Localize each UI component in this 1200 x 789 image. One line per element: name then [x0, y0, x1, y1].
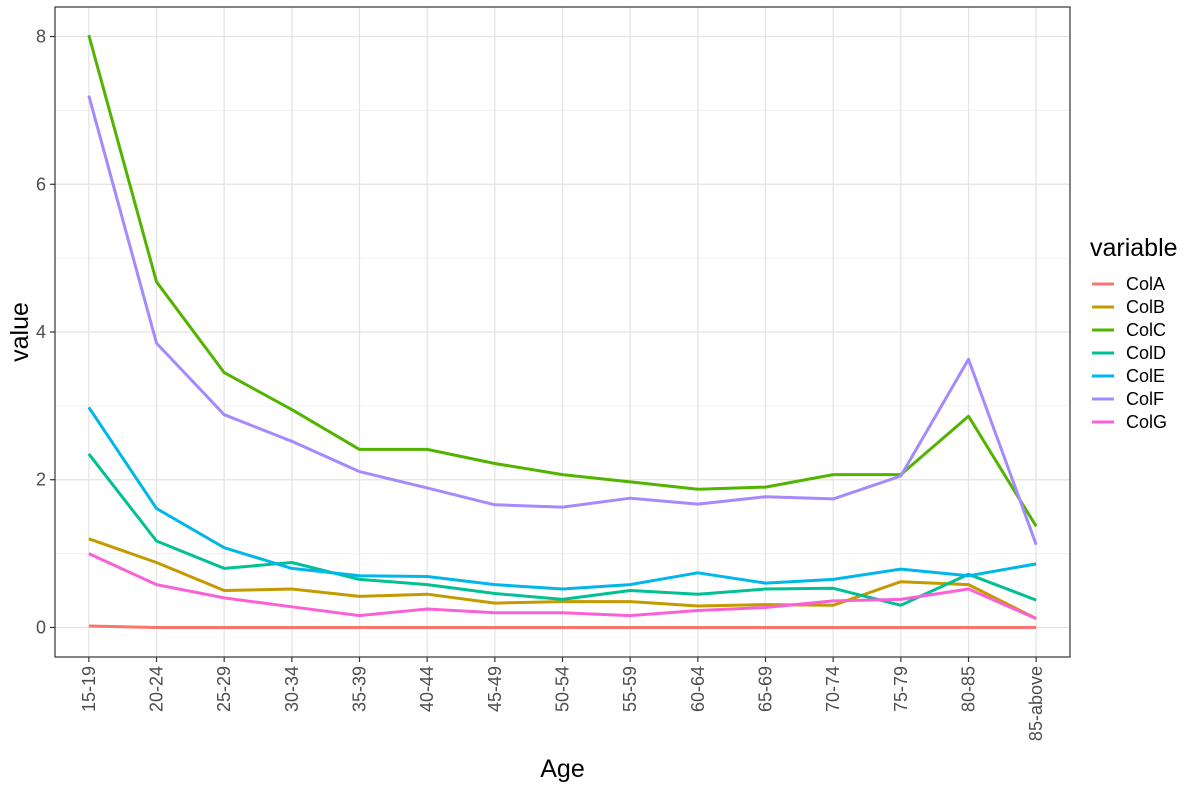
legend-label-colf: ColF — [1126, 389, 1164, 409]
legend-title: variable — [1090, 234, 1178, 262]
series-line-cola — [88, 624, 1037, 629]
legend-label-colc: ColC — [1126, 320, 1166, 340]
legend-label-cole: ColE — [1126, 366, 1165, 386]
x-tick-label: 20-24 — [147, 666, 167, 712]
x-tick-label: 85-above — [1026, 666, 1046, 741]
x-tick-label: 35-39 — [350, 666, 370, 712]
legend-label-colb: ColB — [1126, 297, 1165, 317]
x-tick-label: 80-85 — [959, 666, 979, 712]
y-tick-label: 4 — [36, 322, 46, 342]
series-line-cole — [87, 406, 1037, 591]
x-tick-label: 25-29 — [214, 666, 234, 712]
x-axis-title: Age — [540, 755, 584, 783]
x-tick-label: 45-49 — [485, 666, 505, 712]
legend-label-cola: ColA — [1126, 274, 1165, 294]
legend-label-colg: ColG — [1126, 412, 1167, 432]
x-tick-label: 70-74 — [823, 666, 843, 712]
legend: variable ColA ColB ColC ColD ColE ColF ColG — [1090, 234, 1178, 432]
series-line-colf — [87, 95, 1038, 546]
y-tick-label: 2 — [36, 470, 46, 490]
series-line-colb — [88, 537, 1037, 620]
grid-lines — [55, 7, 1070, 657]
series-lines — [87, 34, 1038, 629]
x-tick-label: 65-69 — [756, 666, 776, 712]
x-tick-label: 15-19 — [79, 666, 99, 712]
x-tick-label: 50-54 — [553, 666, 573, 712]
x-tick-label: 30-34 — [282, 666, 302, 712]
plot-panel — [54, 6, 1071, 658]
y-tick-label: 6 — [36, 174, 46, 194]
series-line-colc — [87, 34, 1038, 528]
y-axis-title: value — [6, 302, 34, 362]
x-tick-label: 40-44 — [417, 666, 437, 712]
x-axis: 15-19 20-24 25-29 30-34 35-39 40-44 45-49 50-54… — [79, 657, 1046, 741]
x-tick-label: 60-64 — [688, 666, 708, 712]
x-tick-label: 55-59 — [620, 666, 640, 712]
series-line-colg — [88, 552, 1037, 620]
y-axis: 0 2 4 6 8 — [36, 27, 55, 637]
y-tick-label: 0 — [36, 617, 46, 637]
y-tick-label: 8 — [36, 27, 46, 47]
legend-label-cold: ColD — [1126, 343, 1166, 363]
x-tick-label: 75-79 — [891, 666, 911, 712]
